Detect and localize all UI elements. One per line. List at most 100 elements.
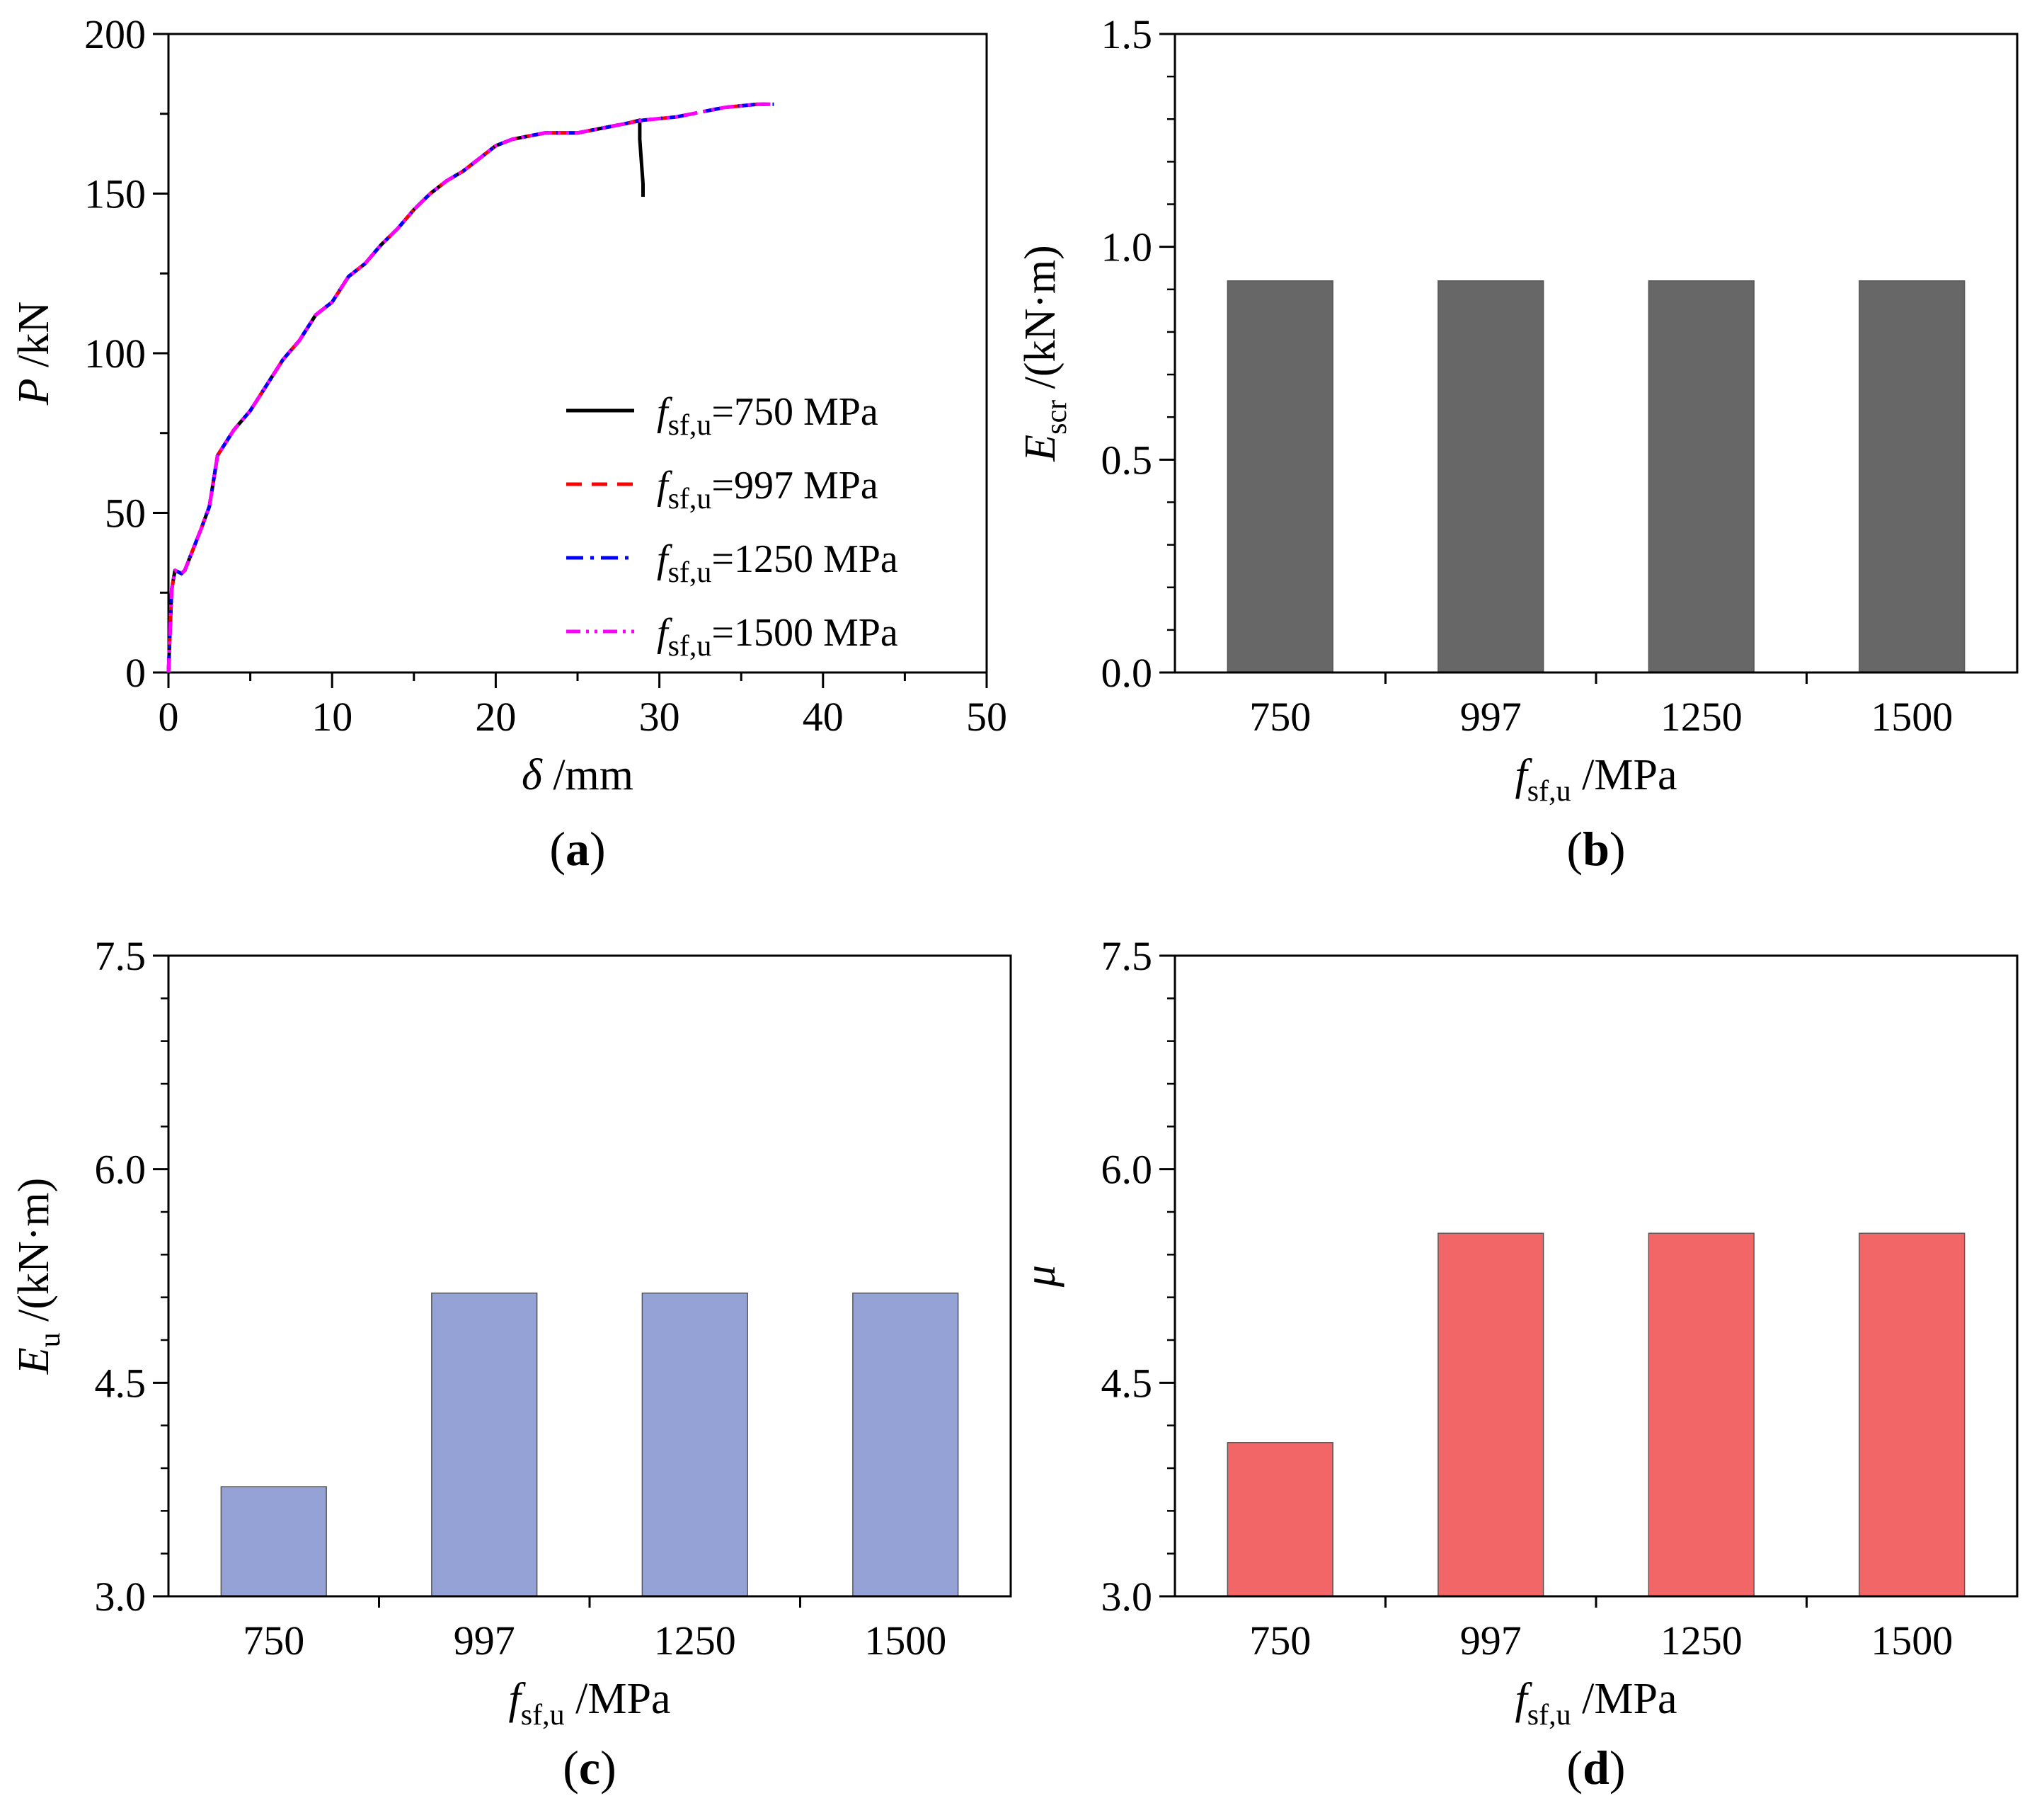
x-tick-label: 997 bbox=[1460, 1618, 1522, 1664]
panel-label-0: (a) bbox=[549, 822, 605, 876]
y-tick-label: 100 bbox=[84, 331, 146, 377]
y-axis-subscript: u bbox=[34, 1332, 67, 1347]
legend-entry-1: fsf,u=997 MPa bbox=[657, 464, 878, 515]
x-axis-label-3: fsf,u /MPa bbox=[1515, 1675, 1677, 1732]
x-axis-unit: /MPa bbox=[1571, 751, 1677, 799]
legend-subscript: sf,u bbox=[668, 409, 712, 442]
x-tick-label: 20 bbox=[475, 694, 516, 740]
x-tick-label: 997 bbox=[1460, 694, 1522, 740]
x-tick-label: 40 bbox=[803, 694, 844, 740]
x-axis-unit: /MPa bbox=[1571, 1675, 1677, 1723]
x-axis-symbol: δ bbox=[522, 751, 543, 799]
x-tick-label: 1250 bbox=[1660, 694, 1743, 740]
y-tick-label: 7.5 bbox=[1101, 933, 1153, 979]
bar-1500 bbox=[852, 1292, 959, 1597]
legend-entry-2: fsf,u=1250 MPa bbox=[657, 537, 898, 589]
x-axis-subscript: sf,u bbox=[1527, 775, 1571, 808]
x-tick-label: 1250 bbox=[654, 1618, 736, 1664]
panel-c: 750 997 1250 1500 3.0 4.5 6.0 7.5 fsf,u /MPa Eu /… bbox=[10, 933, 1012, 1795]
legend-subscript: sf,u bbox=[668, 556, 712, 589]
panel-label-open: ( bbox=[1566, 822, 1583, 876]
x-tick-label: 1500 bbox=[864, 1618, 946, 1664]
y-tick-label: 0.5 bbox=[1101, 437, 1153, 483]
panel-label-letter: a bbox=[566, 822, 590, 876]
y-axis-unit: /(kN·m) bbox=[1016, 245, 1065, 400]
legend-entry-3: fsf,u=1500 MPa bbox=[657, 611, 898, 663]
legend-subscript: sf,u bbox=[668, 483, 712, 515]
panel-label-close: ) bbox=[600, 1741, 616, 1795]
y-tick-label: 3.0 bbox=[1101, 1574, 1153, 1620]
y-tick-label: 50 bbox=[105, 491, 146, 537]
panel-label-1: (b) bbox=[1566, 822, 1625, 876]
y-tick-label: 1.5 bbox=[1101, 11, 1153, 57]
y-tick-label: 200 bbox=[84, 11, 146, 57]
x-tick-label: 10 bbox=[311, 694, 352, 740]
legend-subscript: sf,u bbox=[668, 630, 712, 663]
panel-label-3: (d) bbox=[1566, 1741, 1625, 1795]
x-tick-label: 1500 bbox=[1871, 694, 1953, 740]
y-tick-label: 0.0 bbox=[1101, 650, 1153, 696]
y-tick-label: 6.0 bbox=[1101, 1147, 1153, 1193]
series-line-3 bbox=[166, 102, 774, 673]
x-axis-unit: /MPa bbox=[565, 1675, 671, 1723]
y-axis-symbol: E bbox=[10, 1347, 58, 1375]
panel-label-open: ( bbox=[563, 1741, 579, 1795]
x-tick-label: 997 bbox=[454, 1618, 515, 1664]
bar-1250 bbox=[641, 1292, 748, 1597]
y-tick-label: 3.0 bbox=[95, 1574, 147, 1620]
x-tick-label: 50 bbox=[966, 694, 1007, 740]
y-tick-label: 0 bbox=[125, 650, 146, 696]
x-axis-label-0: δ /mm bbox=[522, 751, 633, 799]
y-tick-label: 150 bbox=[84, 171, 146, 217]
y-axis-symbol: E bbox=[1016, 435, 1065, 462]
panel-label-letter: c bbox=[579, 1741, 600, 1795]
bar-750 bbox=[1227, 1442, 1333, 1597]
bar-1500 bbox=[1859, 1232, 1966, 1597]
panel-label-2: (c) bbox=[563, 1741, 616, 1795]
x-axis-label-1: fsf,u /MPa bbox=[1515, 751, 1677, 808]
bar-997 bbox=[1438, 1232, 1544, 1597]
x-tick-label: 750 bbox=[243, 1618, 304, 1664]
x-axis-unit: /mm bbox=[542, 751, 633, 799]
y-tick-label: 7.5 bbox=[95, 933, 147, 979]
panel-label-letter: b bbox=[1583, 822, 1609, 876]
x-tick-label: 30 bbox=[639, 694, 680, 740]
x-axis-subscript: sf,u bbox=[1527, 1699, 1571, 1732]
panel-b: 750 997 1250 1500 0.0 0.5 1.0 1.5 fsf,u /MPa Escr… bbox=[1016, 11, 2019, 876]
bar-997 bbox=[431, 1292, 538, 1597]
legend-label: =1500 MPa bbox=[711, 611, 898, 655]
y-tick-label: 6.0 bbox=[95, 1147, 147, 1193]
panel-label-close: ) bbox=[1609, 822, 1626, 876]
y-axis-label-0: P /kN bbox=[10, 302, 58, 406]
panel-d: 750 997 1250 1500 3.0 4.5 6.0 7.5 fsf,u /MPa μ (d) bbox=[1016, 933, 2019, 1795]
bar-1250 bbox=[1648, 280, 1755, 673]
panel-label-open: ( bbox=[549, 822, 566, 876]
panel-label-close: ) bbox=[590, 822, 606, 876]
y-axis-symbol: P bbox=[10, 378, 58, 406]
bar-1250 bbox=[1648, 1232, 1755, 1597]
y-axis-label-2: Eu /(kN·m) bbox=[10, 1178, 67, 1375]
bar-997 bbox=[1438, 280, 1544, 673]
panel-label-letter: d bbox=[1583, 1741, 1609, 1795]
legend-label: =997 MPa bbox=[711, 464, 878, 508]
x-tick-label: 750 bbox=[1249, 1618, 1311, 1664]
bar-750 bbox=[220, 1486, 327, 1597]
x-tick-label: 0 bbox=[159, 694, 179, 740]
y-axis-symbol: μ bbox=[1016, 1265, 1065, 1288]
panel-a: 0 10 20 30 40 50 0 50 100 150 200 fsf,u=750 MPa fsf,… bbox=[10, 11, 1007, 876]
x-tick-label: 1500 bbox=[1871, 1618, 1953, 1664]
bar-1500 bbox=[1859, 280, 1966, 673]
y-tick-label: 1.0 bbox=[1101, 224, 1153, 270]
y-axis-label-3: μ bbox=[1016, 1265, 1065, 1288]
legend-entry-0: fsf,u=750 MPa bbox=[657, 390, 878, 442]
y-axis-unit: /(kN·m) bbox=[10, 1178, 58, 1333]
x-tick-label: 750 bbox=[1249, 694, 1311, 740]
legend-label: =1250 MPa bbox=[711, 537, 898, 581]
y-axis-unit: /kN bbox=[10, 302, 58, 379]
legend-label: =750 MPa bbox=[711, 390, 878, 434]
y-tick-label: 4.5 bbox=[95, 1360, 147, 1406]
y-tick-label: 4.5 bbox=[1101, 1360, 1153, 1406]
series-line-2 bbox=[166, 102, 774, 673]
panel-label-close: ) bbox=[1609, 1741, 1626, 1795]
